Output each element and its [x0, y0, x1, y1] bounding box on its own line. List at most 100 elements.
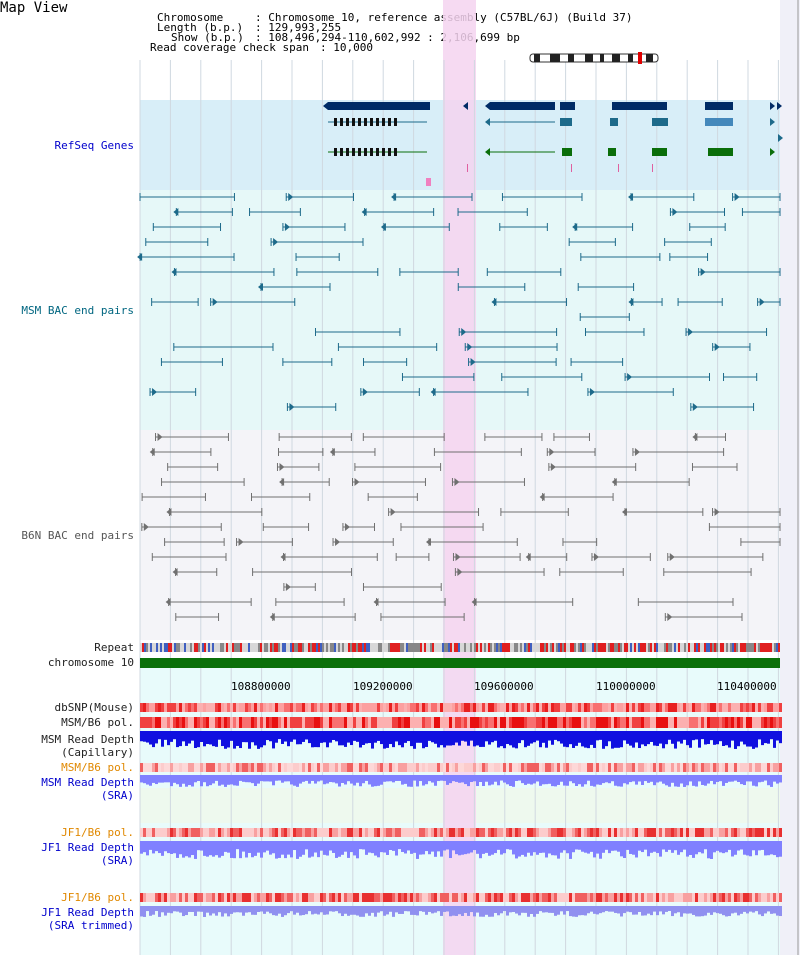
track-bin: [764, 893, 767, 902]
depth-bar: [257, 731, 260, 749]
track-backgrounds: [140, 0, 800, 955]
track-bin: [677, 703, 680, 712]
track-bin: [431, 763, 434, 772]
track-bin: [683, 763, 686, 772]
track-label-jf1-b6-pol[interactable]: JF1/B6 pol.: [61, 826, 134, 839]
track-label-dbsnp[interactable]: dbSNP(Mouse): [54, 701, 134, 714]
refseq-gene: [608, 148, 616, 156]
track-bin: [527, 703, 530, 712]
track-bin: [542, 893, 545, 902]
depth-bar: [482, 906, 485, 917]
track-label-jf1-depth-sra[interactable]: JF1 Read Depth: [41, 841, 134, 854]
chromosome-ideogram[interactable]: [529, 52, 659, 64]
depth-bar: [401, 775, 404, 785]
depth-bar: [212, 731, 215, 747]
depth-bar: [398, 841, 401, 850]
track-label-repeat[interactable]: Repeat: [94, 641, 134, 654]
track-bin: [281, 763, 284, 772]
strand-arrow: [549, 448, 555, 456]
track-features[interactable]: [137, 102, 783, 917]
track-bin: [239, 703, 242, 712]
depth-bar: [722, 775, 725, 786]
repeat-element: [420, 643, 422, 652]
track-bin: [461, 717, 464, 728]
track-label-msm-b6-pol[interactable]: MSM/B6 pol.: [61, 716, 134, 729]
track-bin: [236, 703, 239, 712]
depth-bar: [299, 841, 302, 857]
length-label: Length (b.p.): [157, 21, 244, 34]
depth-bar: [449, 731, 452, 746]
repeat-element: [248, 643, 250, 652]
depth-bar: [230, 906, 233, 914]
track-bin: [548, 717, 551, 728]
depth-bar: [611, 775, 614, 782]
track-bin: [536, 717, 539, 728]
depth-bar: [413, 906, 416, 915]
track-label-b6n-bac[interactable]: B6N BAC end pairs: [21, 529, 134, 542]
depth-bar: [497, 906, 500, 916]
depth-bar: [452, 731, 455, 746]
track-bin: [344, 893, 347, 902]
track-label-refseq[interactable]: RefSeq Genes: [54, 139, 134, 152]
track-bin: [341, 703, 344, 712]
repeat-element: [458, 643, 460, 652]
refseq-gene: [705, 118, 733, 126]
depth-bar: [671, 775, 674, 783]
track-bin: [230, 717, 233, 728]
depth-bar: [335, 906, 338, 912]
track-bin: [497, 763, 500, 772]
track-bin: [257, 893, 260, 902]
track-label-jf1-b6-pol-2[interactable]: JF1/B6 pol.: [61, 891, 134, 904]
depth-bar: [641, 841, 644, 853]
track-bin: [602, 717, 605, 728]
repeat-element: [530, 643, 532, 652]
repeat-element: [638, 643, 640, 652]
track-bin: [713, 703, 716, 712]
track-bin: [536, 828, 539, 837]
depth-bar: [224, 906, 227, 914]
track-label-jf1-depth-tr[interactable]: JF1 Read Depth: [41, 906, 134, 919]
track-bin: [653, 717, 656, 728]
repeat-element: [678, 643, 680, 652]
repeat-element: [618, 643, 620, 652]
repeat-element: [554, 643, 556, 652]
depth-bar: [401, 731, 404, 748]
track-label-msm-depth-sra[interactable]: MSM Read Depth: [41, 776, 134, 789]
track-bin: [296, 828, 299, 837]
depth-bar: [695, 841, 698, 855]
track-label-msm-bac[interactable]: MSM BAC end pairs: [21, 304, 134, 317]
track-bin: [482, 703, 485, 712]
depth-bar: [413, 841, 416, 853]
track-bin: [215, 703, 218, 712]
track-bin: [776, 717, 779, 728]
track-bin: [524, 717, 527, 728]
track-bin: [158, 828, 161, 837]
track-bin: [578, 893, 581, 902]
repeat-element: [452, 643, 454, 652]
track-bin: [194, 717, 197, 728]
track-bin: [140, 763, 143, 772]
depth-bar: [398, 731, 401, 746]
track-bin: [260, 828, 263, 837]
track-bin: [281, 717, 284, 728]
depth-bar: [149, 841, 152, 850]
depth-bar: [713, 775, 716, 785]
repeat-element: [722, 643, 724, 652]
track-bin: [713, 893, 716, 902]
depth-bar: [620, 775, 623, 787]
depth-bar: [566, 841, 569, 854]
track-label-msm-depth-cap[interactable]: MSM Read Depth: [41, 733, 134, 746]
depth-bar: [479, 841, 482, 859]
track-bin: [326, 703, 329, 712]
track-bin: [584, 893, 587, 902]
depth-bar: [548, 841, 551, 854]
track-bin: [431, 828, 434, 837]
track-label-msm-b6-pol-2[interactable]: MSM/B6 pol.: [61, 761, 134, 774]
depth-bar: [374, 841, 377, 856]
track-bin: [482, 763, 485, 772]
track-bin: [779, 893, 782, 902]
track-bin: [149, 828, 152, 837]
track-bin: [146, 893, 149, 902]
track-bin: [413, 763, 416, 772]
